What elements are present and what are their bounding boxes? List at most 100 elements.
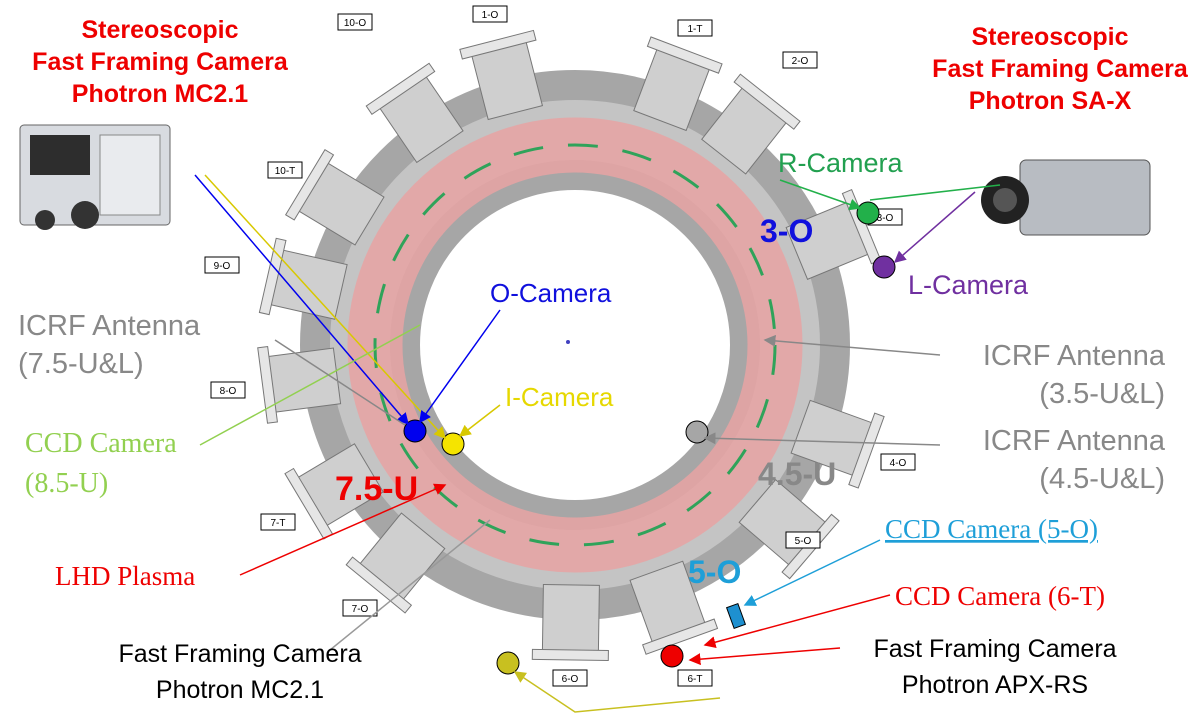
label: Photron SA-X: [969, 87, 1132, 115]
mc21-marker: [496, 651, 520, 675]
port-label-box: [785, 531, 821, 549]
port-label: 6-O: [562, 674, 579, 685]
label: Photron APX-RS: [902, 671, 1088, 699]
label: CCD Camera: [25, 428, 177, 459]
port-label-box: [552, 669, 588, 687]
port: [531, 584, 609, 662]
label: ICRF Antenna: [18, 310, 201, 342]
port-label-box: [677, 669, 713, 687]
arrow: [204, 174, 447, 440]
arrow: [329, 519, 491, 651]
arrow: [199, 324, 421, 446]
arrow: [763, 334, 941, 356]
label: (7.5-U&L): [18, 348, 144, 380]
apx-marker: [660, 644, 684, 668]
label: Fast Framing Camera: [32, 48, 289, 76]
port: [345, 512, 446, 614]
center-dot: [566, 340, 570, 344]
port-flange: [365, 62, 436, 116]
o-camera-marker: [403, 419, 427, 443]
port-label-box: [782, 51, 818, 69]
port-flange: [733, 73, 801, 130]
arrow: [513, 671, 721, 713]
port-label-box: [472, 5, 508, 23]
label: LHD Plasma: [55, 561, 195, 591]
arrow: [239, 483, 447, 576]
port-label-box: [880, 453, 916, 471]
port: [284, 443, 384, 540]
label: Fast Framing Camera: [932, 55, 1189, 83]
label: L-Camera: [908, 270, 1029, 300]
camera-photo-sax: [981, 159, 1151, 236]
port-label: 2-O: [792, 56, 809, 67]
port-label-box: [204, 256, 240, 274]
port-label: 7-O: [352, 604, 369, 615]
arrow: [274, 339, 406, 426]
port: [790, 399, 885, 489]
label: Fast Framing Camera: [873, 635, 1116, 663]
port: [633, 36, 723, 132]
port-label: 1-T: [688, 24, 703, 35]
port-flange: [848, 412, 885, 489]
arrow: [893, 191, 976, 263]
label: 3-O: [760, 213, 813, 249]
arrow: [458, 404, 501, 437]
port-label: 8-O: [220, 386, 237, 397]
arrow: [869, 184, 1001, 201]
port-label-box: [260, 513, 296, 531]
ports: 10-O 1-O 1-T 2-O 10-T 3-O 9-O 8-O 4-O 7-T 5-O 7-O 6-…: [204, 5, 916, 687]
port-label: 10-T: [275, 166, 296, 177]
label: 4.5-U: [758, 456, 836, 492]
port-label: 7-T: [271, 518, 286, 529]
label: O-Camera: [490, 278, 612, 308]
port-tube: [541, 584, 600, 656]
port-label-box: [337, 13, 373, 31]
arrow: [743, 539, 881, 606]
label: Fast Framing Camera: [118, 640, 361, 668]
label: 5-O: [688, 554, 741, 590]
label: (8.5-U): [25, 468, 108, 499]
arrow: [194, 174, 409, 426]
port-label-box: [210, 381, 246, 399]
label: Photron MC2.1: [72, 80, 248, 108]
arrow: [779, 179, 862, 211]
ccd-5o-marker: [725, 602, 747, 630]
arrows: [194, 174, 1001, 713]
label: CCD Camera (5-O): [885, 514, 1098, 544]
port-label: 9-O: [214, 261, 231, 272]
port-label: 3-O: [877, 213, 894, 224]
port: [629, 560, 719, 655]
label: (4.5-U&L): [1039, 463, 1165, 495]
port-label-box: [677, 19, 713, 37]
label: Stereoscopic: [971, 23, 1128, 51]
port-flange: [284, 149, 335, 221]
port: [257, 345, 342, 424]
port: [284, 149, 385, 246]
port-label: 4-O: [890, 458, 907, 469]
arrow: [703, 432, 941, 446]
center: [425, 195, 725, 495]
l-camera-marker: [872, 255, 896, 279]
port-flange: [531, 648, 609, 662]
label: CCD Camera (6-T): [895, 581, 1105, 611]
port-flange: [257, 345, 278, 424]
port: [365, 62, 464, 164]
port-label-box: [267, 161, 303, 179]
port: [459, 29, 544, 121]
label: 7.5-U: [335, 470, 418, 508]
label: R-Camera: [778, 148, 904, 178]
label: Stereoscopic: [81, 16, 238, 44]
port-label: 10-O: [344, 18, 366, 29]
port-flange: [642, 618, 719, 655]
lhd-device: [300, 70, 850, 620]
label: ICRF Antenna: [983, 425, 1166, 457]
port-label: 1-O: [482, 10, 499, 21]
label: (3.5-U&L): [1039, 378, 1165, 410]
arrow: [419, 309, 501, 424]
port: [701, 73, 801, 175]
i-camera-marker: [441, 432, 465, 456]
port-flange: [345, 556, 413, 614]
label: Photron MC2.1: [156, 676, 324, 704]
arrow: [703, 594, 891, 649]
